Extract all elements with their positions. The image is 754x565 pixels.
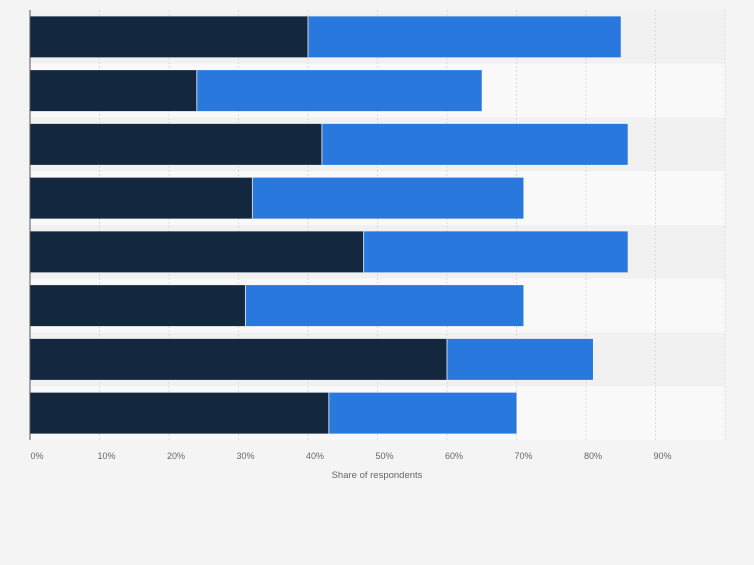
bar-segment-dark — [30, 392, 329, 434]
bar-segment-blue — [196, 70, 482, 112]
x-tick-label: 60% — [445, 451, 463, 461]
x-axis: 0% 10% 20% 30% 40% 50% 60% 70% 80% 90% — [29, 10, 672, 461]
bar-segment-dark — [30, 177, 253, 219]
bar-segment-blue — [321, 123, 628, 165]
x-tick-label: 20% — [167, 451, 185, 461]
bar-segment-blue — [245, 285, 524, 327]
x-tick-label: 80% — [584, 451, 602, 461]
x-tick-label: 50% — [375, 451, 393, 461]
bar-segment-dark — [30, 123, 322, 165]
bar-segment-blue — [363, 231, 628, 273]
bar-segment-blue — [308, 16, 621, 58]
x-tick-label: 40% — [306, 451, 324, 461]
bar-segment-dark — [30, 16, 308, 58]
bar-segment-dark — [30, 70, 197, 112]
x-tick-label: 70% — [514, 451, 532, 461]
bar-segment-blue — [447, 338, 593, 380]
bar-segment-blue — [252, 177, 524, 219]
bar-segment-dark — [30, 231, 364, 273]
bar-segment-dark — [30, 285, 246, 327]
x-tick-label: 90% — [653, 451, 671, 461]
x-tick-label: 30% — [236, 451, 254, 461]
x-axis-title: Share of respondents — [332, 470, 423, 481]
bars — [30, 16, 628, 434]
bar-segment-blue — [328, 392, 517, 434]
x-tick-label: 0% — [30, 451, 43, 461]
x-tick-label: 10% — [97, 451, 115, 461]
bar-segment-dark — [30, 338, 447, 380]
